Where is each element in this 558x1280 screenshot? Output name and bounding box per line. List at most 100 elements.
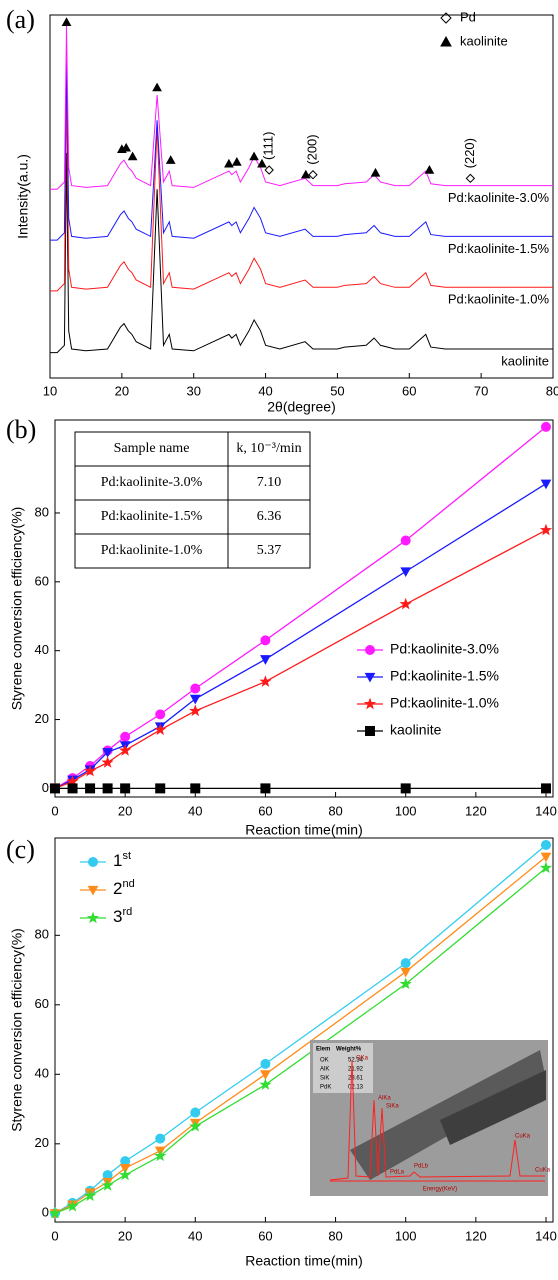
x-tick-label: 80 bbox=[328, 803, 342, 818]
legend-label: kaolinite bbox=[390, 722, 442, 738]
y-tick-label: 0 bbox=[42, 780, 49, 795]
x-tick-label: 120 bbox=[465, 803, 487, 818]
marker bbox=[190, 783, 201, 794]
marker bbox=[119, 1164, 131, 1174]
x-tick-label: 10 bbox=[43, 383, 57, 398]
marker bbox=[189, 694, 201, 705]
legend-text: 1 bbox=[113, 851, 122, 870]
marker bbox=[400, 783, 411, 794]
y-tick-label: 40 bbox=[35, 642, 49, 657]
legend-text: 2 bbox=[113, 879, 122, 898]
legend-label: Pd:kaolinite-1.0% bbox=[390, 695, 499, 711]
marker bbox=[61, 17, 72, 26]
marker bbox=[231, 156, 242, 166]
table-cell: 5.37 bbox=[257, 543, 282, 558]
legend-marker bbox=[363, 697, 377, 710]
marker bbox=[189, 1120, 202, 1132]
legend-symbol bbox=[440, 12, 452, 24]
inset-peak-label: PdLa bbox=[390, 1170, 405, 1176]
y-axis-label: Styrene conversion efficiency(%) bbox=[9, 928, 25, 1132]
y-tick-label: 80 bbox=[35, 504, 49, 519]
x-tick-label: 100 bbox=[395, 1228, 417, 1243]
marker bbox=[540, 479, 552, 490]
x-tick-label: 80 bbox=[328, 1228, 342, 1243]
marker bbox=[249, 151, 259, 161]
series-line bbox=[54, 844, 547, 1214]
legend-label: Pd:kaolinite-3.0% bbox=[390, 641, 499, 657]
series-line bbox=[50, 58, 553, 241]
inset-table-cell: 21.92 bbox=[348, 1067, 364, 1073]
inset-table-cell: 23.61 bbox=[348, 1076, 364, 1082]
legend-superscript: nd bbox=[122, 878, 134, 890]
marker bbox=[260, 783, 271, 794]
marker bbox=[119, 744, 132, 756]
peak-label: (111) bbox=[261, 132, 276, 160]
marker bbox=[260, 655, 271, 665]
inset-table-cell: OK bbox=[320, 1058, 329, 1064]
marker bbox=[300, 169, 311, 179]
series-line bbox=[54, 867, 547, 1214]
marker bbox=[260, 1070, 271, 1080]
marker bbox=[83, 1189, 97, 1202]
inset-peak-label: OKa bbox=[356, 1056, 369, 1062]
inset-spectrum bbox=[329, 1059, 545, 1181]
legend-marker bbox=[86, 911, 100, 924]
x-tick-label: 40 bbox=[188, 1228, 202, 1243]
table-cell: Pd:kaolinite-1.5% bbox=[101, 509, 203, 524]
inset-table-cell: 52.34 bbox=[348, 1058, 364, 1064]
x-axis-label: Reaction time(min) bbox=[245, 822, 362, 838]
x-tick-label: 60 bbox=[402, 383, 416, 398]
marker bbox=[85, 783, 96, 794]
marker bbox=[101, 1179, 114, 1191]
inset-table-cell: PdK bbox=[320, 1085, 331, 1091]
inset-table-cell: AlK bbox=[320, 1067, 329, 1073]
y-tick-label: 20 bbox=[35, 1135, 49, 1150]
x-tick-label: 100 bbox=[395, 803, 417, 818]
marker bbox=[155, 783, 166, 794]
panel-label: (b) bbox=[6, 415, 36, 444]
x-tick-label: 60 bbox=[258, 1228, 272, 1243]
y-tick-label: 60 bbox=[35, 573, 49, 588]
plot-frame bbox=[54, 837, 554, 1223]
x-tick-label: 60 bbox=[258, 803, 272, 818]
x-tick-label: 140 bbox=[535, 803, 557, 818]
inset-table-cell: Weight% bbox=[336, 1047, 362, 1053]
y-axis-label: Intensity(a.u.) bbox=[15, 154, 31, 239]
table-cell: Pd:kaolinite-1.0% bbox=[101, 543, 203, 558]
peak-label: (220) bbox=[462, 138, 477, 168]
series-line bbox=[54, 529, 547, 790]
marker bbox=[224, 158, 234, 168]
marker bbox=[127, 151, 138, 161]
marker bbox=[67, 783, 78, 794]
marker bbox=[120, 731, 131, 742]
marker bbox=[155, 1133, 166, 1144]
marker bbox=[155, 709, 166, 720]
table-cell: 7.10 bbox=[257, 475, 282, 490]
marker bbox=[154, 1149, 167, 1162]
table-cell: Pd:kaolinite-3.0% bbox=[101, 475, 203, 490]
legend-label: Pd:kaolinite-1.5% bbox=[390, 668, 499, 684]
legend-marker bbox=[365, 645, 375, 655]
series-line bbox=[54, 426, 547, 789]
legend-marker bbox=[87, 885, 99, 896]
legend-text: 3 bbox=[113, 907, 122, 926]
x-tick-label: 80 bbox=[546, 383, 558, 398]
marker bbox=[540, 852, 552, 863]
legend-label: Pd bbox=[460, 9, 476, 24]
marker bbox=[400, 535, 411, 546]
legend-label: 3rd bbox=[113, 906, 132, 927]
marker bbox=[154, 723, 167, 736]
x-tick-label: 0 bbox=[51, 803, 58, 818]
marker bbox=[540, 839, 551, 850]
series-label: Pd:kaolinite-1.0% bbox=[448, 292, 550, 307]
y-tick-label: 40 bbox=[35, 1066, 49, 1081]
table-cell: 6.36 bbox=[257, 509, 282, 524]
series-label: Pd:kaolinite-1.5% bbox=[448, 241, 550, 256]
inset-peak-label: PdLb bbox=[414, 1164, 429, 1170]
marker bbox=[539, 523, 553, 536]
marker bbox=[102, 783, 113, 794]
marker bbox=[119, 1168, 132, 1181]
x-tick-label: 40 bbox=[258, 383, 272, 398]
marker bbox=[540, 783, 551, 794]
